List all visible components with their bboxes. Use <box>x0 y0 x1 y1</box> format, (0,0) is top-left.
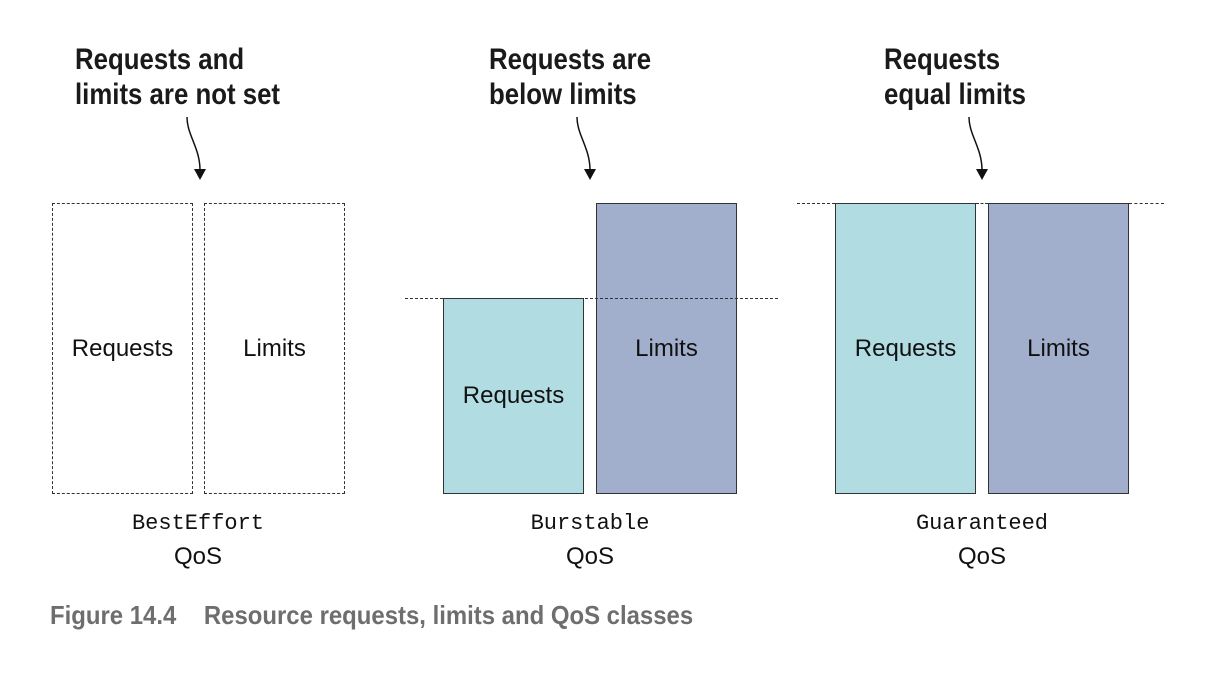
besteffort-class-label: BestEffort <box>131 511 265 536</box>
annotation-line: below limits <box>489 78 637 111</box>
limits-label: Limits <box>635 334 698 362</box>
burstable-arrow <box>576 116 591 171</box>
requests-label: Requests <box>854 334 957 362</box>
burstable-class-label: Burstable <box>530 511 650 536</box>
guaranteed-requests-box: Requests <box>835 203 976 494</box>
annotation-line: Requests are <box>489 43 652 76</box>
besteffort-limits-box: Limits <box>204 203 345 494</box>
figure-caption-text: Resource requests, limits and QoS classe… <box>203 600 694 630</box>
guaranteed-annotation: Requests equal limits <box>884 42 1026 112</box>
guaranteed-level-line-left <box>797 203 835 204</box>
limits-label: Limits <box>243 334 306 362</box>
guaranteed-limits-box: Limits <box>988 203 1129 494</box>
burstable-annotation: Requests are below limits <box>489 42 651 112</box>
besteffort-arrowhead <box>194 169 206 180</box>
requests-label: Requests <box>71 334 174 362</box>
annotation-line: Requests <box>884 43 1001 76</box>
besteffort-qos-label: QoS <box>173 543 223 570</box>
burstable-arrowhead <box>584 169 596 180</box>
guaranteed-arrow <box>968 116 983 171</box>
besteffort-annotation: Requests and limits are not set <box>75 42 280 112</box>
besteffort-arrow <box>186 116 201 171</box>
burstable-requests-box: Requests <box>443 298 584 494</box>
burstable-limits-box: Limits <box>596 203 737 494</box>
burstable-qos-label: QoS <box>565 543 615 570</box>
guaranteed-qos-label: QoS <box>957 543 1007 570</box>
annotation-line: limits are not set <box>75 78 281 111</box>
guaranteed-arrowhead <box>976 169 988 180</box>
guaranteed-class-label: Guaranteed <box>915 511 1049 536</box>
requests-label: Requests <box>462 382 565 409</box>
besteffort-requests-box: Requests <box>52 203 193 494</box>
guaranteed-level-line-mid <box>976 203 988 204</box>
annotation-line: equal limits <box>884 78 1026 111</box>
figure-number: Figure 14.4 <box>50 600 177 630</box>
annotation-line: Requests and <box>75 43 245 76</box>
figure-caption: Figure 14.4 Resource requests, limits and… <box>50 600 693 631</box>
burstable-requests-level-line <box>405 298 778 299</box>
limits-label: Limits <box>1027 334 1090 362</box>
guaranteed-level-line-right <box>1129 203 1164 204</box>
